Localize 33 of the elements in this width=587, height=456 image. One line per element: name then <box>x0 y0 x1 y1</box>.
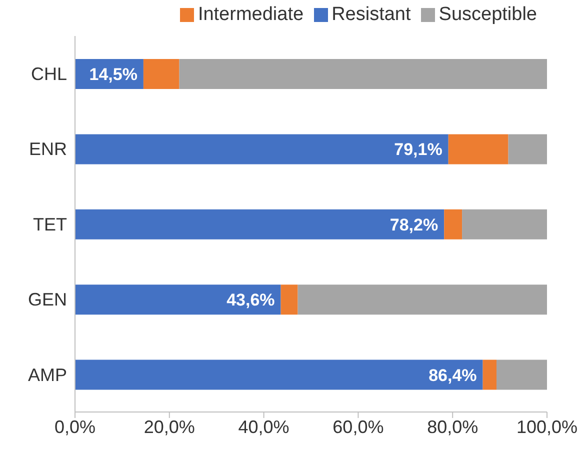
bar <box>75 284 281 315</box>
y-tick-label: ENR <box>28 139 67 160</box>
legend-label: Resistant <box>332 4 411 25</box>
bar <box>143 59 180 89</box>
bar <box>75 134 448 164</box>
x-tick-label: 100,0% <box>516 416 578 437</box>
bar <box>75 209 444 240</box>
y-tick-label: GEN <box>28 290 67 310</box>
bar <box>508 134 547 164</box>
data-label: 43,6% <box>226 290 275 310</box>
x-tick-label: 20,0% <box>144 416 195 437</box>
legend-label: Intermediate <box>198 4 304 25</box>
x-tick-label: 80,0% <box>427 416 478 437</box>
bar <box>280 284 298 315</box>
x-tick-label: 0,0% <box>54 416 96 437</box>
bar <box>462 209 547 240</box>
bar <box>448 134 508 164</box>
data-label: 79,1% <box>394 140 442 160</box>
x-tick-label: 60,0% <box>332 416 384 437</box>
bar <box>75 360 483 390</box>
bar <box>298 284 547 315</box>
bar <box>179 59 547 89</box>
y-tick-label: AMP <box>28 364 67 385</box>
legend-label: Susceptible <box>438 4 537 25</box>
data-label: 86,4% <box>428 366 477 385</box>
x-tick-label: 40,0% <box>238 416 290 437</box>
bar <box>496 360 547 390</box>
y-tick-label: TET <box>33 214 67 234</box>
bar <box>444 209 462 240</box>
bar <box>482 360 496 390</box>
data-label: 14,5% <box>89 65 138 84</box>
data-label: 78,2% <box>390 215 438 234</box>
y-tick-label: CHL <box>30 64 67 84</box>
